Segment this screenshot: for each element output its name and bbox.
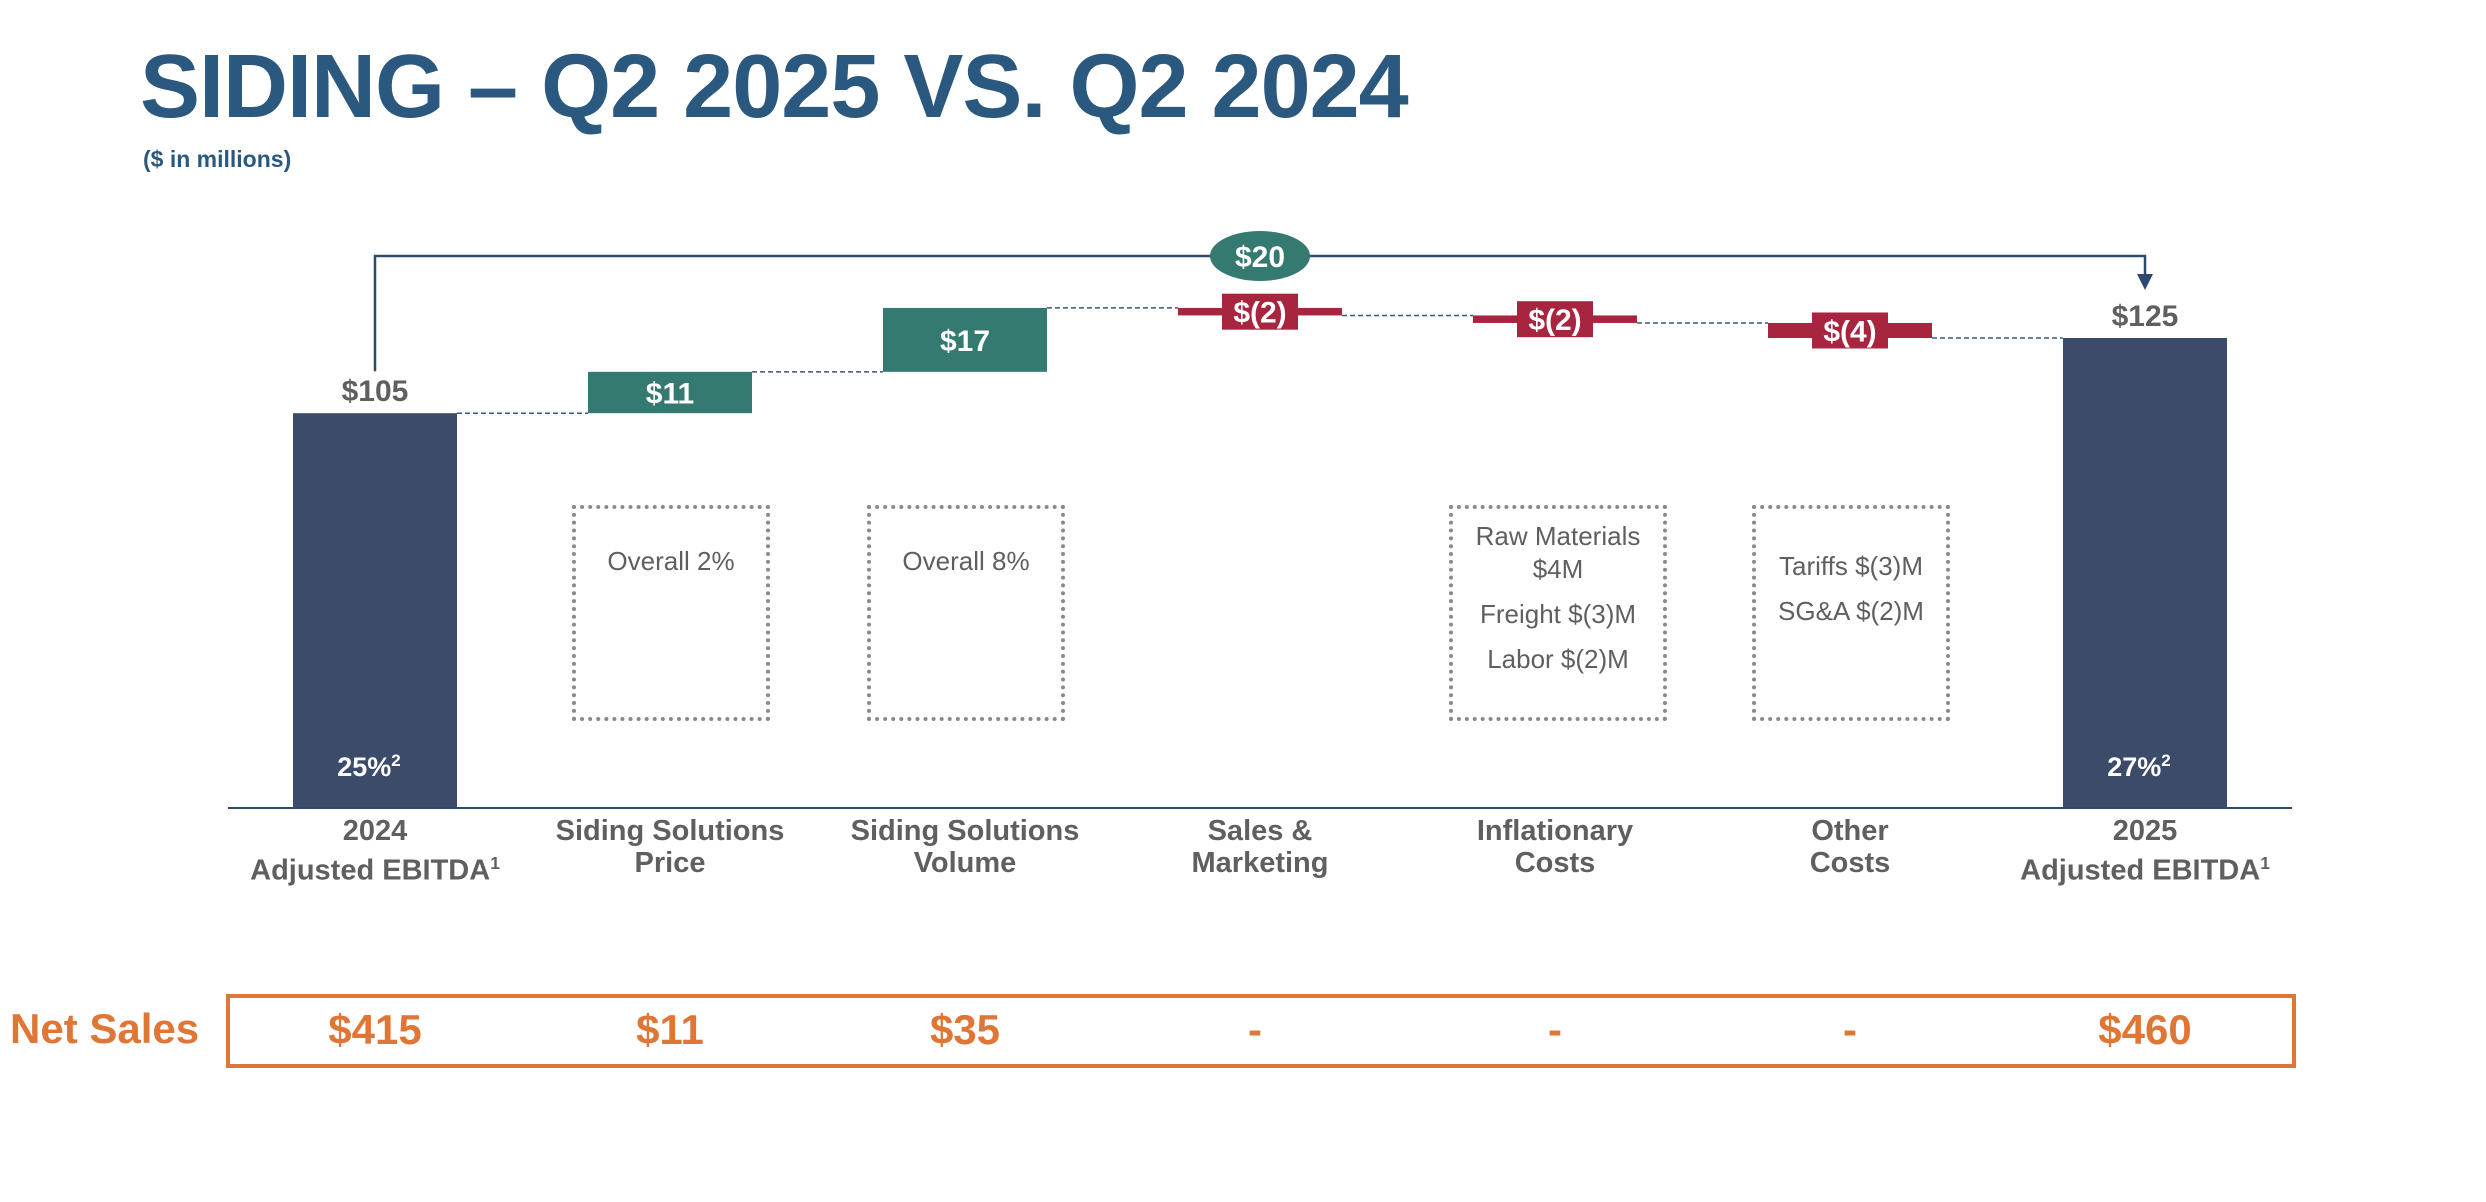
bar-label-bg-other-costs bbox=[1812, 312, 1888, 349]
note-box-volume: Overall 8% bbox=[867, 505, 1065, 721]
value-label-other-costs: $(4) bbox=[1823, 315, 1876, 348]
change-bracket-arrowhead bbox=[2137, 274, 2153, 290]
net-sales-value-volume: $35 bbox=[929, 1006, 1001, 1053]
value-label-siding-solutions-volume: $17 bbox=[940, 325, 990, 358]
bar-label-bg-sales-marketing bbox=[1222, 293, 1298, 330]
bar-label-bg-inflationary-costs bbox=[1517, 301, 1593, 338]
note-box-other: Tariffs $(3)M SG&A $(2)M bbox=[1752, 505, 1950, 721]
bar-siding-solutions-price bbox=[588, 371, 752, 414]
net-sales-value-price: $11 bbox=[636, 1006, 704, 1053]
note-box-price: Overall 2% bbox=[572, 505, 770, 721]
net-sales-value-other: - bbox=[1843, 1006, 1857, 1053]
net-sales-value-2025: $460 bbox=[2098, 1006, 2192, 1053]
value-label-sales-marketing: $(2) bbox=[1233, 297, 1286, 330]
value-label-2024-adjusted-ebitda: $105 bbox=[342, 375, 409, 408]
net-sales-value-inflationary: - bbox=[1548, 1006, 1562, 1053]
category-label-inflationary: Inflationary Costs bbox=[1476, 815, 1634, 879]
value-label-inflationary-costs: $(2) bbox=[1528, 304, 1581, 337]
net-sales-value-2024: $415 bbox=[328, 1006, 422, 1053]
page-title: SIDING – Q2 2025 VS. Q2 2024 bbox=[140, 37, 1409, 137]
net-sales-label: Net Sales bbox=[10, 1005, 200, 1052]
category-label-other: Other Costs bbox=[1809, 815, 1891, 879]
margin-label-2024-adjusted-ebitda: 25%2 bbox=[337, 751, 401, 782]
category-label-2025-ebitda: 2025 Adjusted EBITDA1 bbox=[2020, 815, 2270, 887]
bar-siding-solutions-volume bbox=[883, 307, 1047, 372]
bar-2025-adjusted-ebitda bbox=[2063, 338, 2227, 808]
change-bracket-label: $20 bbox=[1235, 241, 1285, 274]
page-subtitle: ($ in millions) bbox=[143, 146, 292, 172]
value-label-2025-adjusted-ebitda: $125 bbox=[2112, 300, 2179, 333]
category-label-2024-ebitda: 2024 Adjusted EBITDA1 bbox=[250, 815, 500, 887]
net-sales-box bbox=[226, 994, 2296, 1068]
bar-2024-adjusted-ebitda bbox=[293, 413, 457, 808]
category-label-volume: Siding Solutions Volume bbox=[850, 815, 1080, 879]
category-label-price: Siding Solutions Price bbox=[555, 815, 785, 879]
net-sales-value-sales-marketing: - bbox=[1248, 1006, 1262, 1053]
category-label-sales-marketing: Sales & Marketing bbox=[1191, 815, 1329, 879]
note-box-inflationary: Raw Materials $4M Freight $(3)M Labor $(… bbox=[1449, 505, 1667, 721]
change-bracket-badge bbox=[1210, 231, 1310, 281]
margin-label-2025-adjusted-ebitda: 27%2 bbox=[2107, 751, 2171, 782]
value-label-siding-solutions-price: $11 bbox=[646, 378, 694, 411]
